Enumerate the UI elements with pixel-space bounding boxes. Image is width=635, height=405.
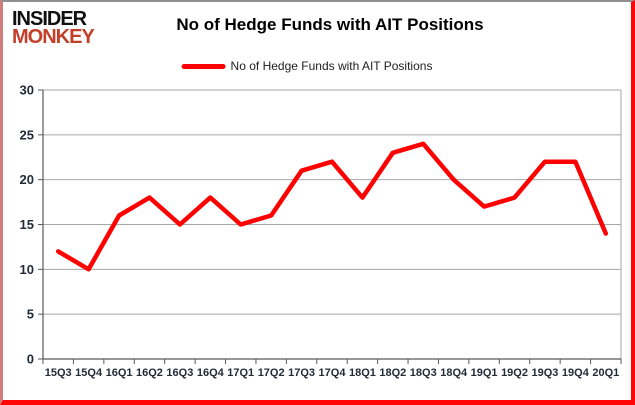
y-axis-label: 15 <box>20 217 34 232</box>
y-axis-label: 5 <box>27 307 34 322</box>
x-axis-label: 17Q2 <box>258 367 285 379</box>
x-axis-label: 17Q4 <box>319 367 347 379</box>
x-axis-label: 18Q2 <box>379 367 406 379</box>
x-axis-label: 17Q1 <box>227 367 254 379</box>
x-axis-label: 16Q2 <box>136 367 163 379</box>
x-axis-label: 16Q3 <box>166 367 193 379</box>
x-axis-label: 15Q4 <box>75 367 103 379</box>
logo-text-insider: INSIDER <box>12 8 87 30</box>
legend-label: No of Hedge Funds with AIT Positions <box>230 59 433 73</box>
x-axis-label: 16Q4 <box>197 367 225 379</box>
x-axis-label: 17Q3 <box>288 367 315 379</box>
x-axis-label: 20Q1 <box>592 367 619 379</box>
y-axis-label: 10 <box>20 262 34 277</box>
y-axis-label: 20 <box>20 172 34 187</box>
y-axis-label: 25 <box>20 127 34 142</box>
data-line-series <box>55 141 609 272</box>
x-axis-label: 18Q4 <box>440 367 468 379</box>
y-axis-label: 0 <box>27 352 34 367</box>
insider-monkey-logo: INSIDER MONKEY <box>12 8 95 49</box>
x-axis-label: 16Q1 <box>106 367 133 379</box>
y-axis-label: 30 <box>20 83 34 98</box>
logo-text-monkey: MONKEY <box>12 26 95 49</box>
x-axis-label: 19Q3 <box>531 367 558 379</box>
chart-title: No of Hedge Funds with AIT Positions <box>176 15 484 34</box>
legend-line-swatch <box>181 63 226 69</box>
legend: No of Hedge Funds with AIT Positions <box>181 59 433 73</box>
x-axis-label: 19Q4 <box>562 367 590 379</box>
x-axis-label: 19Q2 <box>501 367 528 379</box>
x-axis-label: 18Q3 <box>410 367 437 379</box>
x-axis-label: 18Q1 <box>349 367 376 379</box>
x-axis-label: 19Q1 <box>471 367 498 379</box>
x-axis-label: 15Q3 <box>45 367 72 379</box>
line-chart: 0 5 10 15 20 25 30 15Q3 15Q4 16Q1 16Q2 16Q3 16Q4 17Q1… <box>20 83 622 379</box>
